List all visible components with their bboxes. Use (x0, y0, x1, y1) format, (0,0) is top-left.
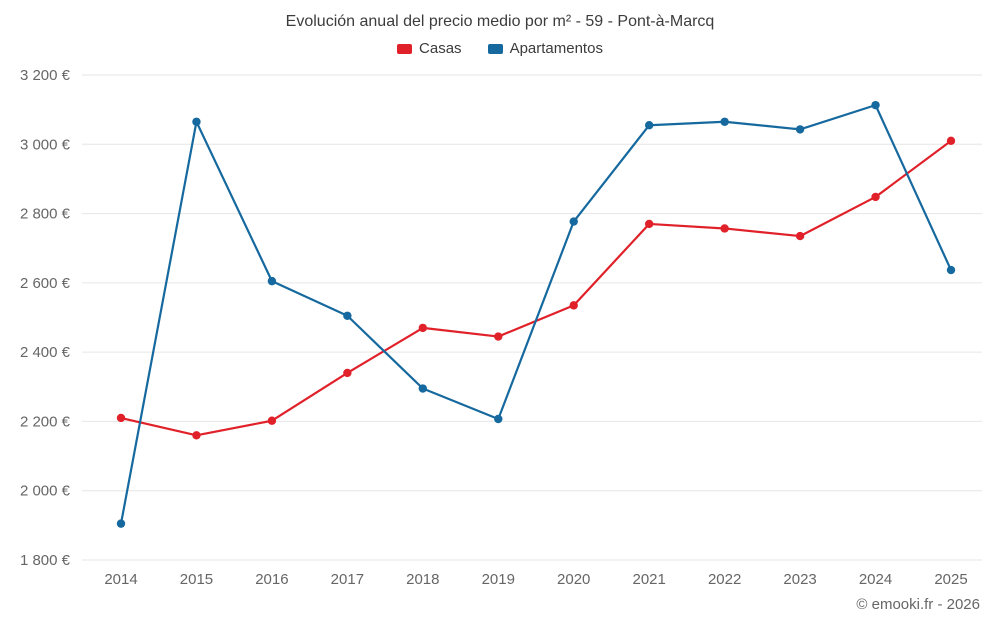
data-point-apartamentos-2020[interactable] (569, 217, 578, 226)
legend-item-casas[interactable]: Casas (397, 40, 462, 57)
data-point-casas-2017[interactable] (343, 368, 352, 378)
legend-label-apartamentos: Apartamentos (509, 40, 603, 57)
data-point-casas-2023[interactable] (795, 231, 805, 241)
series-line-apartamentos (119, 104, 953, 525)
data-point-apartamentos-2017[interactable] (343, 311, 352, 320)
data-point-apartamentos-2014[interactable] (116, 519, 126, 528)
data-point-casas-2019[interactable] (494, 332, 503, 341)
series-line-casas (119, 139, 953, 437)
data-point-casas-2024[interactable] (871, 192, 880, 202)
legend-item-apartamentos[interactable]: Apartamentos (487, 40, 603, 57)
legend-marker-casas (397, 43, 413, 54)
data-point-casas-2020[interactable] (569, 301, 578, 310)
data-point-apartamentos-2018[interactable] (418, 384, 428, 393)
data-point-apartamentos-2024[interactable] (871, 100, 880, 110)
legend-label-casas: Casas (419, 40, 462, 57)
x-axis-tick-label: 2016 (255, 571, 288, 588)
x-axis-tick-label: 2025 (934, 571, 967, 588)
x-axis-tick-label: 2024 (859, 571, 892, 588)
x-axis-tick-label: 2014 (104, 571, 137, 588)
data-point-casas-2015[interactable] (192, 431, 201, 440)
x-axis-tick-label: 2017 (331, 571, 364, 588)
data-point-apartamentos-2016[interactable] (267, 276, 277, 286)
x-axis-tick-label: 2021 (632, 571, 665, 588)
y-axis-tick-label: 2 600 € (20, 275, 71, 292)
data-point-casas-2022[interactable] (720, 224, 729, 233)
data-point-casas-2014[interactable] (116, 413, 126, 423)
data-point-casas-2018[interactable] (418, 323, 428, 333)
x-axis-tick-label: 2020 (557, 571, 590, 588)
data-point-apartamentos-2022[interactable] (720, 117, 729, 126)
data-point-apartamentos-2023[interactable] (795, 125, 805, 134)
data-point-casas-2016[interactable] (267, 416, 277, 425)
legend-marker-apartamentos (487, 43, 503, 54)
x-axis-tick-label: 2018 (406, 571, 439, 588)
data-point-apartamentos-2019[interactable] (494, 414, 503, 424)
x-axis-tick-label: 2019 (482, 571, 515, 588)
y-axis-tick-label: 2 400 € (20, 344, 71, 361)
y-axis-tick-label: 2 000 € (20, 483, 71, 500)
data-point-apartamentos-2021[interactable] (644, 121, 654, 130)
y-axis-tick-label: 1 800 € (20, 552, 71, 569)
y-axis-tick-label: 3 200 € (20, 67, 71, 84)
y-axis-tick-label: 3 000 € (20, 136, 71, 153)
chart-title: Evolución anual del precio medio por m² … (285, 13, 715, 30)
y-axis-tick-label: 2 200 € (20, 413, 71, 430)
x-axis-tick-label: 2022 (708, 571, 741, 588)
x-axis-tick-label: 2023 (783, 571, 816, 588)
data-point-apartamentos-2025[interactable] (946, 265, 956, 275)
y-axis-tick-label: 2 800 € (20, 206, 71, 223)
x-axis-tick-label: 2015 (180, 571, 213, 588)
data-point-casas-2025[interactable] (946, 136, 956, 146)
data-point-apartamentos-2015[interactable] (192, 117, 201, 126)
copyright: © emooki.fr - 2026 (856, 596, 980, 613)
data-point-casas-2021[interactable] (644, 219, 654, 229)
legend: Casas Apartamentos (0, 40, 1000, 57)
